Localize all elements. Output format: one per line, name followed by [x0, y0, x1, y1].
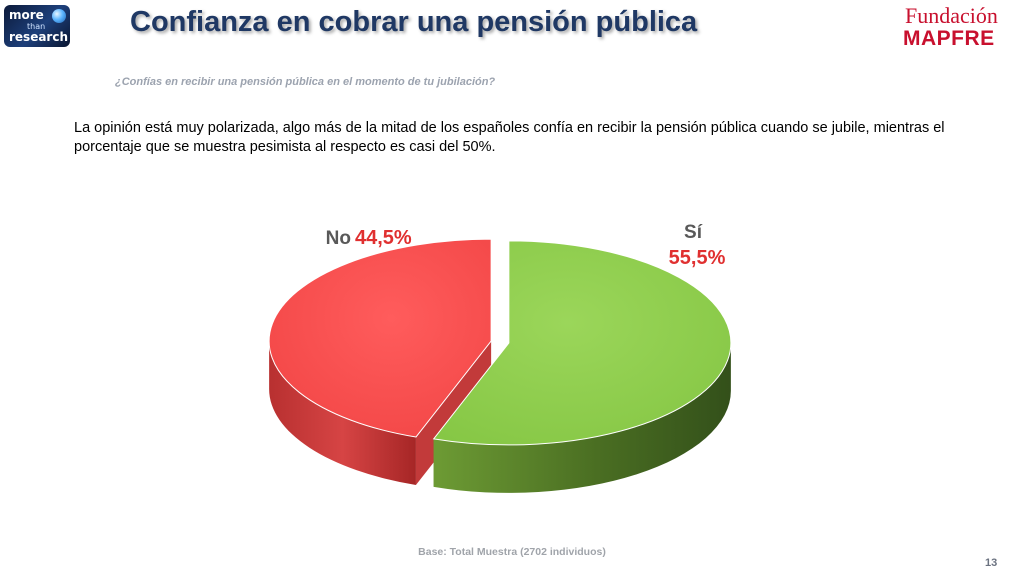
more-than-research-logo: more than research: [4, 5, 70, 47]
logo-word-mapfre: MAPFRE: [903, 27, 995, 50]
slice-si: [432, 240, 732, 493]
label-no-category: No: [326, 228, 351, 249]
globe-icon: [52, 9, 66, 23]
page-number: 13: [985, 557, 998, 569]
base-note: Base: Total Muestra (2702 individuos): [418, 546, 606, 558]
logo-word-research: research: [9, 30, 69, 44]
slice-side: [269, 341, 416, 486]
label-si-value: 55,5%: [669, 247, 726, 269]
slice-top: [432, 240, 732, 446]
pie-slices: [268, 238, 732, 493]
slice-side: [433, 342, 731, 493]
label-no: No 44,5%: [326, 227, 412, 249]
page-title: Confianza en cobrar una pensión pública: [130, 6, 698, 38]
logo-word-fundacion: Fundación: [905, 3, 998, 28]
survey-question: ¿Confías en recibir una pensión pública …: [115, 76, 496, 88]
label-si: Sí 55,5%: [669, 222, 726, 269]
logo-word-more: more: [9, 8, 44, 22]
slice-top: [268, 238, 492, 438]
logo-word-than: than: [27, 22, 46, 31]
description-text: La opinión está muy polarizada, algo más…: [74, 120, 945, 155]
label-si-category: Sí: [684, 222, 703, 243]
label-no-value: 44,5%: [355, 227, 412, 249]
